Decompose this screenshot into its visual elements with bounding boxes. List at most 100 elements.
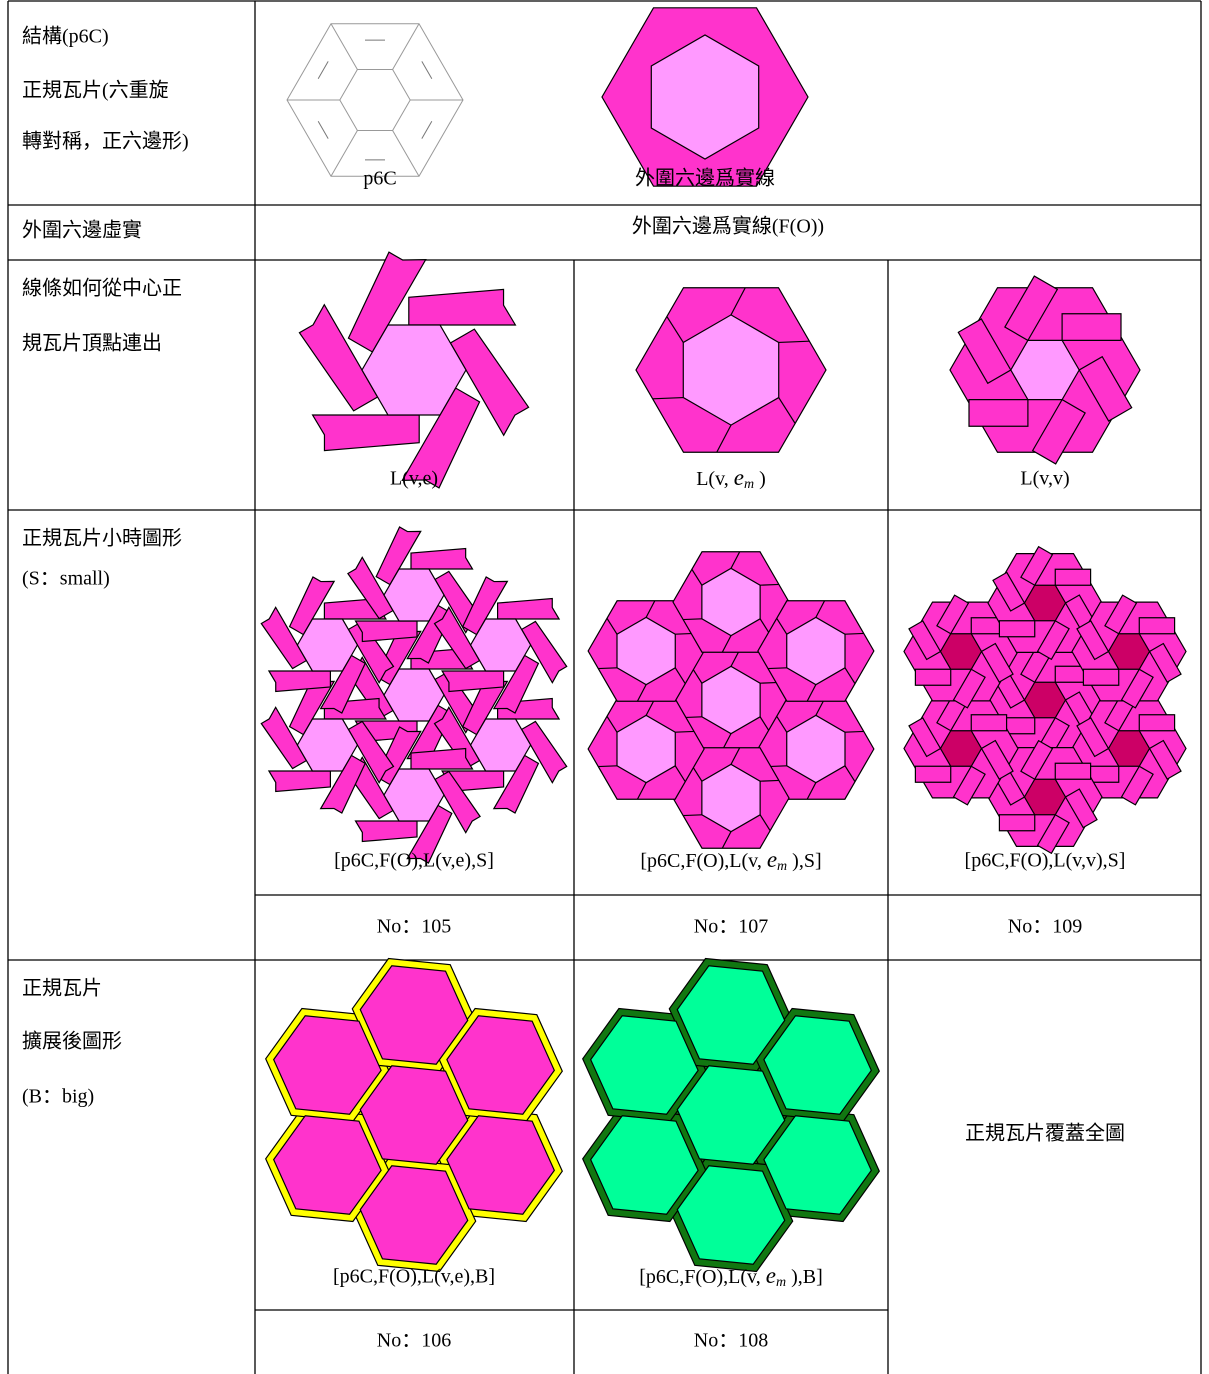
shape	[589, 1015, 699, 1115]
shape-line	[666, 316, 684, 343]
caption-sub: m	[744, 477, 754, 492]
shape-line	[778, 340, 810, 344]
shape	[914, 765, 952, 783]
caption: [p6C,F(O),L(v,e),S]	[334, 850, 494, 872]
shape	[682, 314, 780, 426]
shape	[339, 69, 411, 131]
caption: p6C	[363, 168, 396, 190]
shape-line	[767, 667, 787, 670]
caption: [p6C,F(O),L(v, em ),S]	[640, 847, 821, 874]
shape	[1138, 714, 1176, 732]
shape-line	[730, 747, 741, 765]
shape	[359, 965, 469, 1065]
shape	[383, 768, 445, 822]
shape	[1023, 584, 1067, 622]
shape	[701, 665, 761, 735]
shape	[1120, 765, 1154, 806]
number: No：107	[694, 916, 768, 938]
shape	[354, 820, 418, 843]
shape-line	[421, 121, 433, 139]
shape	[676, 1165, 786, 1265]
shape	[319, 754, 366, 814]
shape	[701, 567, 761, 637]
shape	[359, 1165, 469, 1265]
caption: 外圍六邊爲實線	[635, 167, 775, 190]
shape	[296, 718, 359, 772]
shape	[347, 556, 394, 620]
shape-line	[636, 782, 647, 800]
shape	[1036, 813, 1070, 855]
shape-line	[598, 765, 618, 768]
row-label: 規瓦片頂點連出	[22, 332, 162, 355]
caption-italic: e	[766, 1263, 776, 1288]
shape	[616, 616, 676, 686]
shape	[1120, 668, 1154, 709]
shape-line	[598, 667, 618, 670]
shape	[347, 251, 427, 353]
shape-line	[844, 765, 856, 782]
caption-italic: e	[734, 465, 744, 490]
shape	[1010, 339, 1080, 401]
shape	[260, 606, 308, 670]
shape-line	[330, 23, 358, 70]
shape	[1082, 668, 1120, 686]
shape	[520, 620, 568, 684]
shape	[936, 594, 970, 635]
shape-line	[675, 730, 695, 733]
shape	[1076, 620, 1110, 661]
shape	[1054, 762, 1092, 780]
shape	[288, 576, 336, 636]
shape	[410, 547, 474, 570]
shape	[1107, 730, 1151, 767]
shape-line	[815, 600, 826, 618]
shape	[1004, 275, 1059, 342]
shape	[914, 668, 952, 686]
shape-line	[606, 716, 618, 733]
shape	[319, 654, 366, 714]
shape	[449, 328, 530, 437]
shape	[1036, 619, 1070, 661]
shape	[361, 324, 467, 416]
shape-line	[759, 814, 771, 831]
shape	[589, 1115, 699, 1215]
figures	[260, 7, 1187, 1273]
caption-sub: m	[777, 859, 787, 874]
shape	[1054, 568, 1092, 586]
shape-line	[392, 130, 420, 177]
shape-line	[844, 730, 864, 733]
shape-line	[606, 618, 618, 635]
shape	[272, 1015, 382, 1115]
number: No：106	[377, 1330, 451, 1352]
shape-line	[776, 618, 788, 635]
row-label: 正規瓦片(六重旋	[22, 79, 169, 102]
shape	[354, 620, 418, 643]
shape	[952, 668, 986, 709]
shape	[786, 714, 846, 784]
shape-line	[636, 684, 647, 702]
row-label: 擴展後圖形	[22, 1030, 122, 1053]
caption-part: [p6C,F(O),L(v,	[640, 850, 766, 872]
caption: L(v, em )	[696, 465, 766, 492]
shape	[763, 1115, 873, 1215]
shape-line	[674, 765, 686, 782]
shape	[786, 616, 846, 686]
shape	[616, 714, 676, 784]
shape	[650, 34, 760, 160]
shape	[1023, 778, 1067, 816]
caption-part: L(v,	[696, 468, 734, 490]
shape	[359, 1065, 469, 1165]
shape	[980, 642, 1014, 683]
shape-line	[317, 61, 329, 79]
shape	[939, 730, 983, 767]
shape	[1023, 681, 1067, 719]
shape	[383, 668, 445, 722]
row-label: 轉對稱，正六邊形)	[22, 130, 189, 153]
table-rules	[7, 0, 1202, 1374]
shape-line	[652, 396, 684, 400]
row-label: 正規瓦片小時圖形	[22, 527, 182, 550]
shape	[980, 739, 1014, 780]
shape	[433, 606, 481, 670]
shape	[408, 288, 517, 326]
shape	[497, 597, 561, 620]
